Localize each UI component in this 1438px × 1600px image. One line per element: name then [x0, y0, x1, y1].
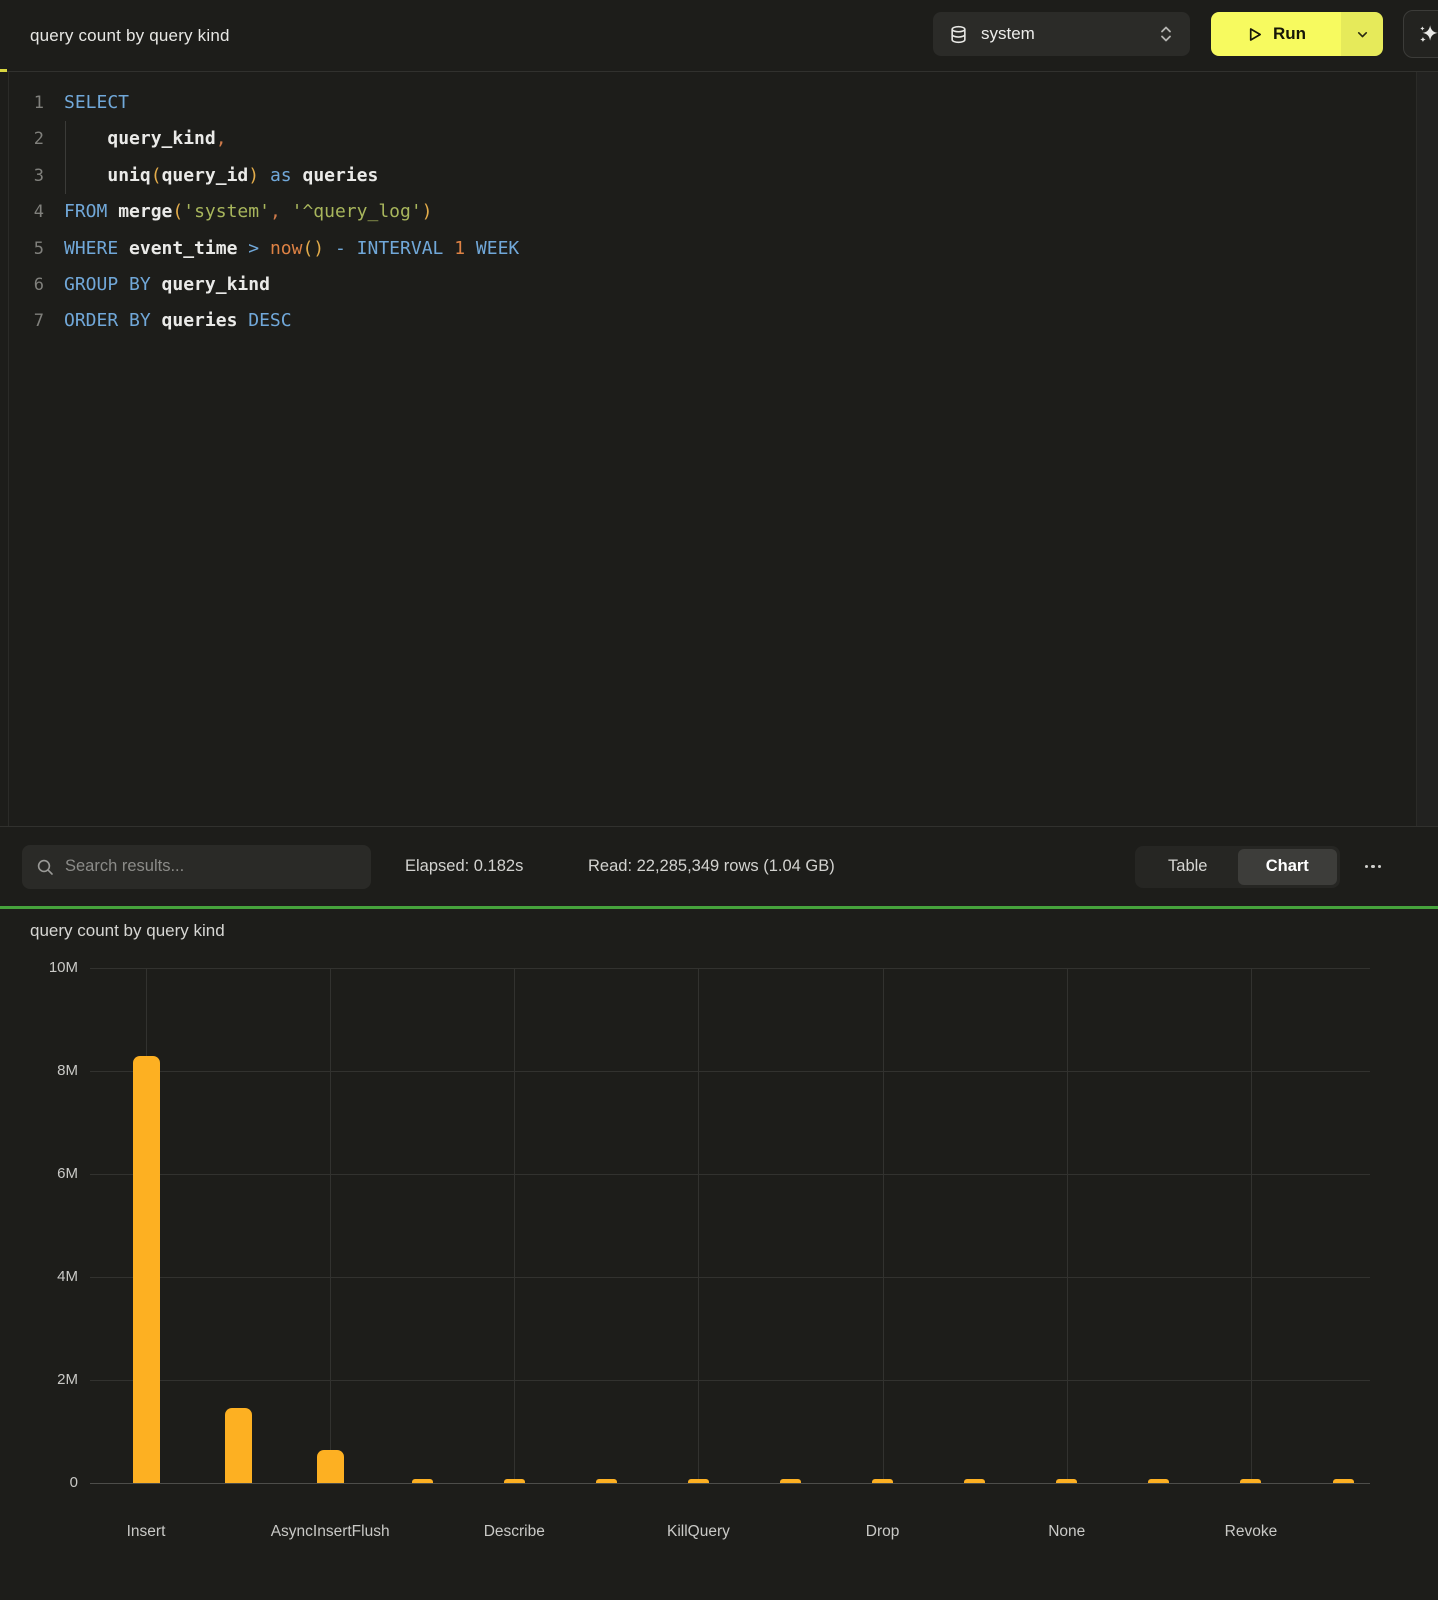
tab-table[interactable]: Table — [1138, 849, 1238, 885]
run-button-group: Run — [1211, 12, 1383, 56]
chart-title: query count by query kind — [30, 921, 225, 941]
gridline-horizontal — [90, 1071, 1370, 1072]
progress-indicator — [0, 69, 7, 72]
gridline-vertical — [330, 968, 331, 1483]
results-toolbar: Elapsed: 0.182s Read: 22,285,349 rows (1… — [0, 826, 1438, 906]
chart-bar[interactable] — [1148, 1479, 1169, 1483]
y-axis-tick-label: 6M — [0, 1165, 78, 1183]
code-text: FROM merge('system', '^query_log') — [64, 194, 433, 230]
x-axis-tick-label: Insert — [127, 1523, 166, 1541]
x-axis-line — [90, 1483, 1370, 1484]
select-updown-icon — [1158, 24, 1174, 44]
tab-chart[interactable]: Chart — [1238, 849, 1338, 885]
chart-panel: query count by query kind 10M 8M 6M 4M 2M 0 In… — [0, 909, 1438, 1600]
top-toolbar: query count by query kind system — [0, 0, 1438, 72]
database-selector[interactable]: system — [933, 12, 1190, 56]
sparkle-icon — [1418, 23, 1438, 45]
run-options-button[interactable] — [1341, 12, 1383, 56]
line-number: 1 — [0, 85, 44, 121]
code-text: uniq(query_id) as queries — [64, 158, 378, 194]
line-number: 6 — [0, 267, 44, 303]
query-tab-title: query count by query kind — [30, 26, 230, 46]
chart-bar-none[interactable] — [1056, 1479, 1077, 1483]
code-text: query_kind, — [64, 121, 227, 157]
search-results-input[interactable] — [65, 857, 335, 876]
line-number: 2 — [0, 121, 44, 157]
code-line[interactable]: 6 GROUP BY query_kind — [0, 267, 1380, 303]
gridline-vertical — [1067, 968, 1068, 1483]
chart-bar[interactable] — [596, 1479, 617, 1483]
y-axis-tick-label: 2M — [0, 1371, 78, 1389]
database-selector-value: system — [981, 24, 1035, 44]
sql-console-window: query count by query kind system — [0, 0, 1438, 1600]
y-axis-tick-label: 8M — [0, 1062, 78, 1080]
database-icon — [949, 25, 968, 44]
chart-bar[interactable] — [412, 1479, 433, 1483]
chart-bar[interactable] — [225, 1408, 252, 1483]
run-button[interactable]: Run — [1211, 12, 1341, 56]
gridline-horizontal — [90, 968, 1370, 969]
search-icon — [36, 858, 54, 876]
search-results-box[interactable] — [22, 845, 371, 889]
x-axis-tick-label: Describe — [484, 1523, 545, 1541]
x-axis-tick-label: Drop — [866, 1523, 900, 1541]
code-text: SELECT — [64, 85, 129, 121]
x-axis-tick-label: Revoke — [1225, 1523, 1278, 1541]
chart-bar[interactable] — [1333, 1479, 1354, 1483]
sql-editor[interactable]: 1SELECT2 query_kind,3 uniq(query_id) as … — [0, 72, 1438, 826]
chart-plot — [90, 968, 1370, 1483]
gridline-vertical — [514, 968, 515, 1483]
gridline-vertical — [698, 968, 699, 1483]
code-line[interactable]: 5 WHERE event_time > now() - INTERVAL 1 W… — [0, 231, 1380, 267]
code-line[interactable]: 3 uniq(query_id) as queries — [0, 158, 1380, 194]
chart-bar[interactable] — [964, 1479, 985, 1483]
chevron-down-icon — [1355, 27, 1370, 42]
ellipsis-icon — [1365, 865, 1369, 869]
code-text: WHERE event_time > now() - INTERVAL 1 WE… — [64, 231, 519, 267]
x-axis-tick-label: None — [1048, 1523, 1085, 1541]
ai-assist-button[interactable] — [1403, 10, 1438, 58]
line-number: 3 — [0, 158, 44, 194]
editor-lines: 1SELECT2 query_kind,3 uniq(query_id) as … — [0, 85, 1380, 340]
line-number: 5 — [0, 231, 44, 267]
chart-bar[interactable] — [780, 1479, 801, 1483]
gridline-vertical — [1251, 968, 1252, 1483]
gridline-vertical — [883, 968, 884, 1483]
code-line[interactable]: 2 query_kind, — [0, 121, 1380, 157]
x-axis-tick-label: KillQuery — [667, 1523, 730, 1541]
editor-scrollbar-gutter[interactable] — [1416, 72, 1438, 826]
chart-bar-describe[interactable] — [504, 1479, 525, 1483]
chart-bar-revoke[interactable] — [1240, 1479, 1261, 1483]
play-icon — [1246, 26, 1263, 43]
chart-bar-insert[interactable] — [133, 1056, 160, 1483]
elapsed-stat: Elapsed: 0.182s — [405, 857, 523, 876]
line-number: 7 — [0, 303, 44, 339]
run-button-label: Run — [1273, 24, 1306, 44]
y-axis-tick-label: 4M — [0, 1268, 78, 1286]
indent-guide — [65, 121, 66, 194]
code-line[interactable]: 4 FROM merge('system', '^query_log') — [0, 194, 1380, 230]
gridline-horizontal — [90, 1174, 1370, 1175]
gridline-horizontal — [90, 1380, 1370, 1381]
more-options-button[interactable] — [1356, 850, 1390, 884]
code-text: ORDER BY queries DESC — [64, 303, 292, 339]
gridline-horizontal — [90, 1277, 1370, 1278]
y-axis-tick-label: 10M — [0, 959, 78, 977]
chart-bar-drop[interactable] — [872, 1479, 893, 1483]
chart-bar-killquery[interactable] — [688, 1479, 709, 1483]
y-axis-tick-label: 0 — [0, 1474, 78, 1492]
code-line[interactable]: 7 ORDER BY queries DESC — [0, 303, 1380, 339]
code-text: GROUP BY query_kind — [64, 267, 270, 303]
read-stat: Read: 22,285,349 rows (1.04 GB) — [588, 857, 835, 876]
view-toggle: Table Chart — [1135, 846, 1340, 888]
x-axis-tick-label: AsyncInsertFlush — [271, 1523, 390, 1541]
line-number: 4 — [0, 194, 44, 230]
code-line[interactable]: 1 SELECT — [0, 85, 1380, 121]
chart-bar-asyncinsertflush[interactable] — [317, 1450, 344, 1483]
